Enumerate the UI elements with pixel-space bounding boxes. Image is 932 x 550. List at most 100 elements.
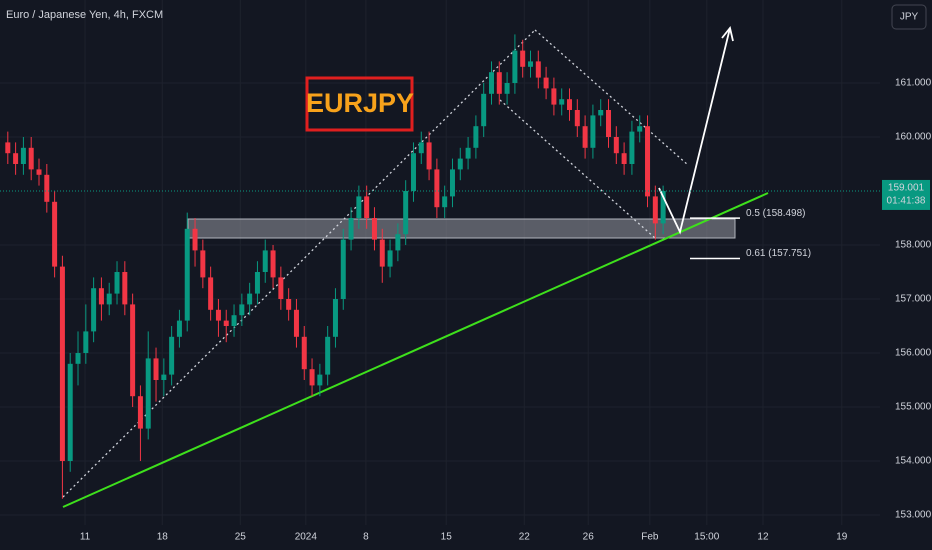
candle-body xyxy=(200,250,206,278)
candle-body xyxy=(145,358,151,429)
annotation-box xyxy=(305,76,414,132)
candle-body xyxy=(286,299,292,310)
candle-body xyxy=(137,396,143,429)
candle-body xyxy=(582,126,588,148)
candle-body xyxy=(512,50,518,83)
x-tick-label: 15:00 xyxy=(694,532,719,543)
x-tick-label: 11 xyxy=(80,532,91,543)
candle-body xyxy=(332,299,338,337)
candle-body xyxy=(254,272,260,294)
support-zone xyxy=(187,218,736,239)
y-tick-label: 160.000 xyxy=(895,132,932,143)
candle-body xyxy=(590,115,596,148)
overlay: 159.001 01:41:38 0.5 (158.498) 0.61 (157.75… xyxy=(0,179,930,260)
candle-body xyxy=(567,99,573,111)
candle-body xyxy=(621,153,627,165)
candle-body xyxy=(114,272,120,294)
candle-body xyxy=(637,126,643,132)
y-tick-label: 156.000 xyxy=(895,348,932,359)
candle-body xyxy=(75,353,81,364)
candle-body xyxy=(262,250,268,273)
candle-body xyxy=(606,110,612,138)
x-tick-label: 26 xyxy=(583,532,595,543)
x-tick-label: 22 xyxy=(519,532,531,543)
candle-body xyxy=(387,250,393,267)
y-tick-label: 157.000 xyxy=(895,294,932,305)
candle-body xyxy=(527,61,533,67)
x-tick-label: 12 xyxy=(757,532,769,543)
candle-body xyxy=(551,88,557,105)
candle-body xyxy=(13,153,19,165)
candle-body xyxy=(598,110,604,116)
candle-body xyxy=(309,369,315,386)
x-tick-label: Feb xyxy=(641,532,659,543)
candle-body xyxy=(434,169,440,208)
candle-body xyxy=(488,72,494,94)
candle-body xyxy=(496,72,502,94)
candle-body xyxy=(270,250,276,278)
candle-body xyxy=(247,293,253,305)
currency[interactable]: JPY xyxy=(900,12,919,23)
candle-body xyxy=(67,363,73,462)
arrow-head xyxy=(721,25,734,42)
candle-body xyxy=(239,304,245,316)
y-tick-label: 154.000 xyxy=(895,456,932,467)
candle-body xyxy=(20,147,26,165)
candle-body xyxy=(645,126,651,197)
candle-body xyxy=(278,277,284,300)
candle-body xyxy=(574,110,580,127)
candle-body xyxy=(613,137,619,154)
candle-body xyxy=(223,320,229,327)
channel-line xyxy=(534,29,689,166)
candle-body xyxy=(426,142,432,170)
candle-body xyxy=(52,201,58,267)
candle-body xyxy=(652,196,658,224)
x-tick-label: 8 xyxy=(363,532,369,543)
candle-body xyxy=(348,218,354,240)
last-price-box xyxy=(882,179,930,210)
trend-line xyxy=(62,192,769,508)
candle-body xyxy=(457,158,463,170)
fib-label: 0.61 (157.751) xyxy=(746,248,811,259)
candle-body xyxy=(36,169,42,175)
candle-body xyxy=(161,374,167,381)
x-tick-label: 2024 xyxy=(295,532,318,543)
candle-body xyxy=(340,239,346,300)
candle-body xyxy=(28,147,34,170)
candle-body xyxy=(91,288,97,332)
fib-label: 0.5 (158.498) xyxy=(746,208,806,219)
candle-body xyxy=(231,315,237,327)
candle-body xyxy=(395,234,401,251)
candle-body xyxy=(106,293,112,305)
candle-body xyxy=(325,336,331,375)
candle-body xyxy=(44,174,50,202)
chart-title: Euro / Japanese Yen, 4h, FXCM xyxy=(6,9,163,21)
candle-body xyxy=(364,196,370,219)
candle-body xyxy=(5,142,11,154)
candle-body xyxy=(356,196,362,219)
candle-body xyxy=(215,309,221,321)
candle-body xyxy=(184,228,190,321)
candle-body xyxy=(449,169,455,197)
currency-button[interactable] xyxy=(891,4,927,30)
x-tick-label: 25 xyxy=(235,532,247,543)
price-axis xyxy=(880,0,932,550)
candles xyxy=(5,34,666,499)
candle-body xyxy=(465,147,471,159)
candle-body xyxy=(418,142,424,154)
x-tick-label: 18 xyxy=(157,532,169,543)
candle-body xyxy=(535,61,541,78)
candle-body xyxy=(98,288,104,305)
y-tick-label: 155.000 xyxy=(895,402,932,413)
candle-body xyxy=(410,153,416,192)
candle-body xyxy=(59,266,65,462)
y-tick-label: 153.000 xyxy=(895,510,932,521)
candle-body xyxy=(379,239,385,267)
candle-body xyxy=(83,331,89,354)
candle-body xyxy=(543,77,549,89)
candle-body xyxy=(176,320,182,337)
candle-body xyxy=(371,218,377,240)
x-tick-label: 15 xyxy=(441,532,453,543)
